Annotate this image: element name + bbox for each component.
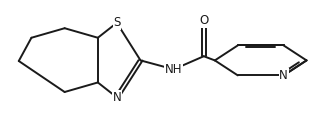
Text: N: N bbox=[112, 91, 121, 104]
Text: S: S bbox=[113, 16, 121, 29]
Text: NH: NH bbox=[165, 63, 182, 76]
Text: O: O bbox=[199, 14, 208, 27]
Text: N: N bbox=[279, 69, 288, 82]
